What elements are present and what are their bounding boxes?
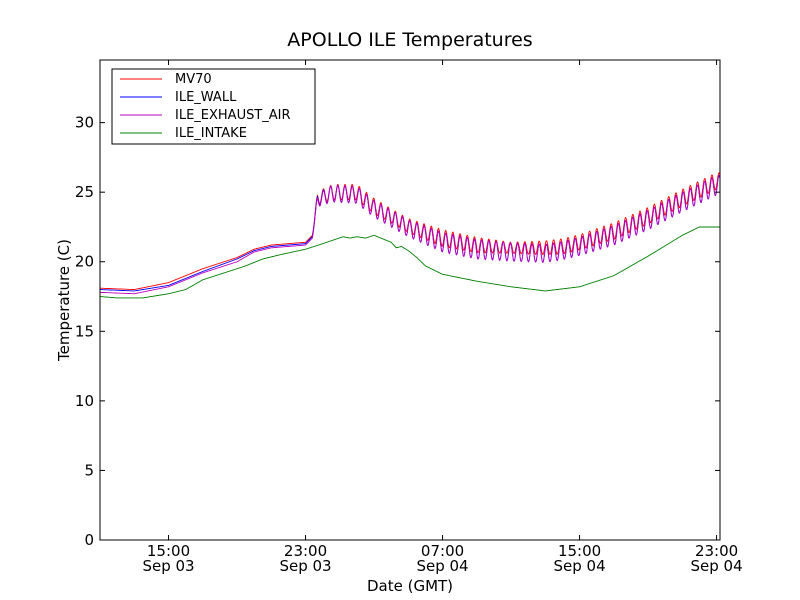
legend-label-ile-wall: ILE_WALL — [175, 90, 237, 105]
legend-box — [111, 68, 316, 145]
legend: MV70 ILE_WALL ILE_EXHAUST_AIR ILE_INTAKE — [111, 68, 316, 145]
legend-label-ile-exhaust-air: ILE_EXHAUST_AIR — [175, 108, 291, 123]
x-tick-label-date: Sep 03 — [279, 557, 331, 575]
x-tick-label-date: Sep 04 — [416, 557, 468, 575]
x-tick-label-time: 23:00 — [695, 542, 738, 560]
y-axis-ticks: 0 5 10 15 20 25 30 — [75, 114, 720, 549]
series-lines — [99, 172, 721, 299]
y-tick-label: 0 — [84, 531, 94, 549]
series-line-ile-exhaust-air — [99, 174, 721, 295]
x-tick-label-date: Sep 03 — [142, 557, 194, 575]
plot-frame — [99, 59, 721, 541]
y-tick-label: 10 — [75, 392, 94, 410]
y-axis-label: Temperature (C) — [55, 239, 73, 362]
x-tick-label-date: Sep 04 — [553, 557, 605, 575]
x-axis-label: Date (GMT) — [367, 577, 453, 595]
x-tick-label-time: 15:00 — [558, 542, 601, 560]
legend-label-ile-intake: ILE_INTAKE — [175, 126, 247, 141]
chart-title: APOLLO ILE Temperatures — [287, 29, 532, 51]
x-tick-label-time: 15:00 — [147, 542, 190, 560]
y-tick-label: 20 — [75, 253, 94, 271]
y-tick-label: 25 — [75, 183, 94, 201]
series-line-ile-intake — [100, 226, 720, 299]
y-tick-label: 30 — [75, 114, 94, 132]
x-tick-label-date: Sep 04 — [691, 557, 743, 575]
x-tick-label-time: 23:00 — [284, 542, 327, 560]
legend-label-mv70: MV70 — [175, 72, 212, 87]
x-tick-label-time: 07:00 — [421, 542, 464, 560]
y-tick-label: 5 — [84, 461, 94, 479]
y-tick-label: 15 — [75, 322, 94, 340]
